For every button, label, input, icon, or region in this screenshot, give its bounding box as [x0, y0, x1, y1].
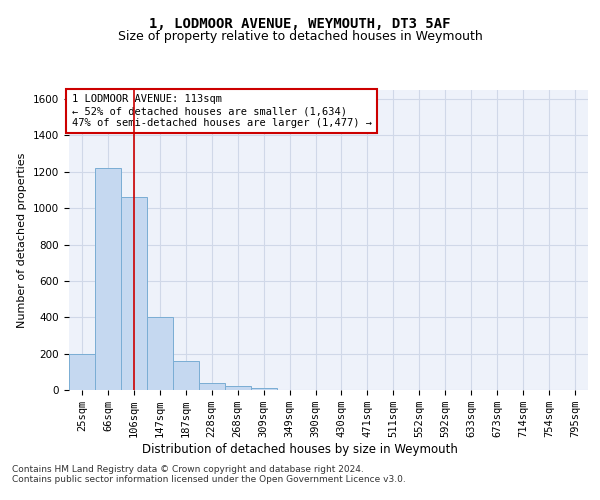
Text: 1 LODMOOR AVENUE: 113sqm
← 52% of detached houses are smaller (1,634)
47% of sem: 1 LODMOOR AVENUE: 113sqm ← 52% of detach… [71, 94, 371, 128]
Bar [69, 354, 95, 390]
Bar [251, 388, 277, 390]
Text: Size of property relative to detached houses in Weymouth: Size of property relative to detached ho… [118, 30, 482, 43]
Text: 1, LODMOOR AVENUE, WEYMOUTH, DT3 5AF: 1, LODMOOR AVENUE, WEYMOUTH, DT3 5AF [149, 18, 451, 32]
Text: Contains HM Land Registry data © Crown copyright and database right 2024.
Contai: Contains HM Land Registry data © Crown c… [12, 465, 406, 484]
Bar [199, 382, 224, 390]
Bar [225, 386, 251, 390]
Bar [95, 168, 121, 390]
Bar [121, 198, 147, 390]
Bar [147, 318, 173, 390]
Text: Distribution of detached houses by size in Weymouth: Distribution of detached houses by size … [142, 442, 458, 456]
Bar [173, 361, 199, 390]
Y-axis label: Number of detached properties: Number of detached properties [17, 152, 28, 328]
